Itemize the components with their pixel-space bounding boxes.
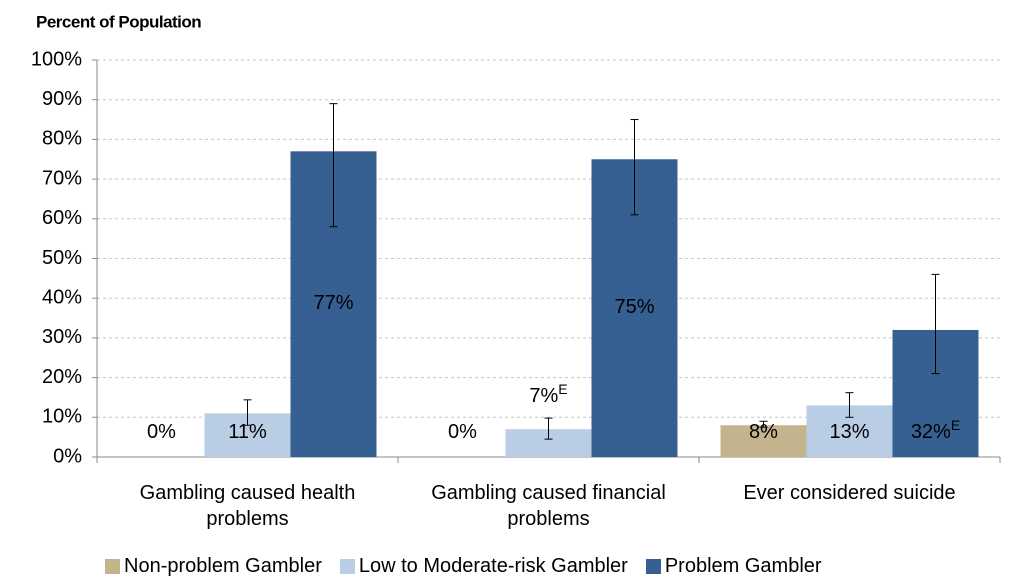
y-tick-label: 80% <box>42 128 82 150</box>
y-tick-label: 100% <box>31 48 82 70</box>
data-label-value: 7% <box>529 385 558 407</box>
y-tick-label: 60% <box>42 207 82 229</box>
data-label: 32%E <box>911 417 960 444</box>
data-label-value: 0% <box>147 421 176 443</box>
data-label-value: 13% <box>829 421 869 443</box>
data-label-value: 11% <box>228 421 267 443</box>
legend-label: Low to Moderate-risk Gambler <box>358 555 628 577</box>
x-tick-label: Gambling caused financial problems <box>431 482 666 530</box>
data-label-value: 75% <box>614 296 654 318</box>
data-label: 13% <box>829 421 869 443</box>
legend-swatch <box>105 558 120 574</box>
y-tick-label: 40% <box>42 286 82 308</box>
legend-item: Low to Moderate-risk Gambler <box>339 553 628 579</box>
data-label-note: E <box>558 381 567 397</box>
data-label-value: 0% <box>448 421 477 443</box>
legend-swatch <box>339 558 355 574</box>
y-tick-label: 30% <box>42 326 82 348</box>
data-label: 7%E <box>529 381 567 408</box>
data-label: 11% <box>228 421 267 443</box>
legend-item: Problem Gambler <box>645 553 822 579</box>
data-label: 0% <box>147 421 176 443</box>
data-label: 8% <box>749 421 778 443</box>
data-label-value: 8% <box>749 421 778 443</box>
y-tick-label: 10% <box>42 406 82 428</box>
legend: Non-problem Gambler Low to Moderate-risk … <box>105 553 822 579</box>
y-tick-label: 70% <box>42 167 82 189</box>
legend-swatch <box>645 558 661 574</box>
bar <box>720 425 807 457</box>
y-tick-label: 90% <box>42 88 82 110</box>
data-label: 77% <box>313 292 353 314</box>
legend-item: Non-problem Gambler <box>105 553 322 579</box>
legend-label: Problem Gambler <box>664 555 822 577</box>
y-tick-label: 20% <box>42 366 82 388</box>
data-label-value: 32% <box>911 421 951 443</box>
chart-title: Percent of Population <box>36 12 201 31</box>
data-label-note: E <box>951 417 960 433</box>
data-label: 0% <box>448 421 477 443</box>
legend-label: Non-problem Gambler <box>124 555 322 577</box>
data-label: 75% <box>614 296 654 318</box>
y-tick-label: 50% <box>42 247 82 269</box>
x-tick-label: Ever considered suicide <box>743 482 956 504</box>
data-label-value: 77% <box>313 292 353 314</box>
y-tick-label: 0% <box>53 445 82 467</box>
x-tick-label: Gambling caused health problems <box>139 482 356 530</box>
